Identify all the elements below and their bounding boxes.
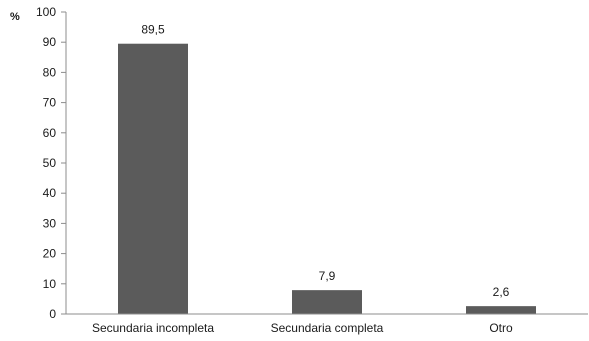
bar	[466, 306, 536, 314]
bar-value-label: 7,9	[319, 269, 336, 283]
y-tick-label: 10	[43, 277, 57, 291]
y-tick-label: 30	[43, 216, 57, 230]
y-tick-label: 20	[43, 247, 57, 261]
bar	[118, 43, 188, 315]
x-category-label: Otro	[489, 321, 513, 335]
y-tick-label: 60	[43, 126, 57, 140]
x-category-label: Secundaria completa	[271, 321, 384, 335]
y-tick-label: 80	[43, 65, 57, 79]
bar-value-label: 2,6	[493, 285, 510, 299]
y-axis-unit-label: %	[10, 11, 20, 23]
bar	[292, 290, 362, 314]
bars	[118, 43, 536, 315]
x-category-label: Secundaria incompleta	[92, 321, 214, 335]
y-tick-label: 90	[43, 35, 57, 49]
y-tick-label: 70	[43, 96, 57, 110]
y-tick-label: 100	[36, 5, 56, 19]
category-labels: Secundaria incompleta Secundaria completa…	[92, 321, 513, 335]
y-tick-label: 50	[43, 156, 57, 170]
y-axis-ticks: 0 10 20 30 40 50 60 70 80 90 100	[36, 5, 66, 321]
bar-value-label: 89,5	[141, 23, 165, 37]
data-labels: 89,5 7,9 2,6	[141, 23, 509, 299]
y-tick-label: 0	[49, 307, 56, 321]
y-tick-label: 40	[43, 186, 57, 200]
